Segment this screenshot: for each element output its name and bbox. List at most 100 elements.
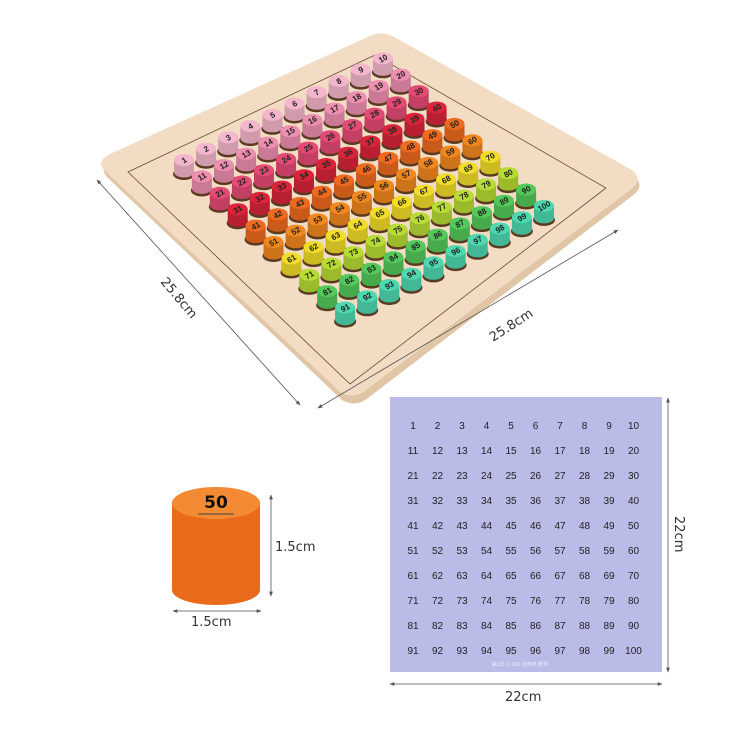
board-peg[interactable]: 78	[453, 189, 475, 216]
board-peg[interactable]: 26	[319, 130, 342, 157]
board-peg[interactable]: 1	[173, 154, 195, 180]
board-peg[interactable]: 3	[217, 131, 240, 158]
board-peg[interactable]: 72	[320, 257, 343, 284]
board-peg[interactable]: 92	[356, 290, 379, 317]
board-peg[interactable]: 30	[407, 85, 430, 112]
board-peg[interactable]: 5	[261, 108, 284, 135]
board-peg[interactable]: 97	[466, 233, 489, 260]
board-peg[interactable]: 7	[305, 86, 328, 113]
board-peg[interactable]: 25	[297, 141, 320, 168]
board-peg[interactable]: 57	[395, 168, 418, 195]
board-peg[interactable]: 79	[475, 178, 498, 205]
board-peg[interactable]: 33	[270, 180, 293, 207]
board-peg[interactable]: 84	[382, 251, 405, 278]
board-peg[interactable]: 60	[461, 134, 484, 161]
board-peg[interactable]: 18	[345, 91, 368, 118]
board-peg[interactable]: 17	[323, 102, 346, 129]
board-peg[interactable]: 69	[457, 162, 480, 188]
board-peg[interactable]: 20	[389, 68, 412, 95]
board-peg[interactable]: 83	[360, 262, 383, 289]
board-peg[interactable]: 13	[235, 147, 258, 174]
board-peg[interactable]: 4	[239, 120, 262, 147]
board-peg[interactable]: 100	[533, 199, 555, 226]
board-peg[interactable]: 71	[298, 268, 321, 295]
board-peg[interactable]: 38	[381, 124, 404, 151]
board-peg[interactable]: 43	[288, 197, 311, 223]
board-peg[interactable]: 49	[421, 129, 444, 156]
board-peg[interactable]: 93	[378, 279, 401, 305]
board-peg[interactable]: 70	[479, 150, 502, 177]
board-peg[interactable]: 75	[386, 223, 409, 250]
board-peg[interactable]: 82	[338, 273, 361, 300]
board-peg[interactable]: 2	[195, 142, 218, 169]
board-peg[interactable]: 50	[443, 117, 466, 144]
board-peg[interactable]: 32	[248, 191, 271, 218]
board-peg[interactable]: 76	[408, 212, 431, 239]
board-peg[interactable]: 12	[213, 159, 235, 186]
board-peg[interactable]: 80	[497, 167, 520, 194]
board-peg[interactable]: 51	[262, 236, 285, 262]
board-peg[interactable]: 89	[493, 194, 515, 221]
board-peg[interactable]: 61	[280, 252, 303, 279]
board-peg[interactable]: 99	[510, 211, 533, 238]
board-peg[interactable]: 62	[302, 241, 325, 268]
board-peg[interactable]: 6	[283, 97, 306, 124]
board-peg[interactable]: 73	[342, 246, 365, 273]
board-peg[interactable]: 8	[327, 74, 350, 101]
board-peg[interactable]: 94	[400, 267, 423, 294]
board-peg[interactable]: 90	[515, 183, 538, 210]
board-peg[interactable]: 88	[470, 206, 493, 233]
board-peg[interactable]: 81	[316, 285, 339, 312]
board-peg[interactable]: 48	[399, 140, 422, 167]
board-peg[interactable]: 23	[253, 164, 275, 191]
board-peg[interactable]: 31	[226, 203, 249, 230]
board-peg[interactable]: 34	[293, 169, 315, 196]
board-peg[interactable]: 44	[310, 185, 333, 212]
board-peg[interactable]: 98	[488, 222, 511, 249]
board-peg[interactable]: 58	[417, 156, 440, 183]
board-peg[interactable]: 11	[190, 170, 213, 197]
board-peg[interactable]: 42	[266, 208, 289, 235]
board-peg[interactable]: 10	[371, 52, 394, 79]
board-peg[interactable]: 9	[349, 63, 372, 90]
board-peg[interactable]: 91	[334, 301, 357, 328]
board-peg[interactable]: 85	[404, 240, 427, 266]
board-peg[interactable]: 41	[244, 219, 267, 246]
board-peg[interactable]: 66	[390, 195, 413, 222]
board-peg[interactable]: 54	[328, 202, 351, 229]
board-peg[interactable]: 55	[350, 190, 373, 217]
board-peg[interactable]: 35	[315, 158, 338, 184]
board-peg[interactable]: 59	[439, 145, 462, 172]
board-peg[interactable]: 65	[368, 207, 391, 234]
board-peg[interactable]: 87	[448, 217, 471, 244]
board-peg[interactable]: 27	[341, 119, 364, 145]
board-peg[interactable]: 45	[333, 174, 355, 201]
board-peg[interactable]: 28	[363, 107, 386, 134]
board-peg[interactable]: 19	[367, 80, 390, 106]
board-peg[interactable]: 95	[422, 256, 445, 283]
board-peg[interactable]: 64	[346, 218, 369, 245]
board-peg[interactable]: 37	[359, 135, 382, 162]
board-peg[interactable]: 96	[444, 245, 467, 272]
board-peg[interactable]: 53	[306, 213, 329, 240]
board-peg[interactable]: 77	[430, 201, 453, 227]
board-peg[interactable]: 24	[275, 152, 298, 179]
board-peg[interactable]: 14	[257, 136, 280, 163]
board-peg[interactable]: 22	[230, 175, 253, 202]
board-peg[interactable]: 36	[337, 146, 360, 173]
board-peg[interactable]: 86	[426, 228, 449, 255]
board-peg[interactable]: 46	[355, 163, 378, 190]
board-peg[interactable]: 39	[403, 112, 426, 139]
board-peg[interactable]: 47	[377, 151, 400, 178]
board-peg[interactable]: 40	[425, 101, 448, 128]
board-peg[interactable]: 29	[385, 96, 408, 123]
board-peg[interactable]: 67	[413, 184, 435, 211]
board-peg[interactable]: 56	[373, 179, 395, 206]
board-peg[interactable]: 16	[301, 113, 324, 140]
board-peg[interactable]: 52	[284, 224, 307, 251]
board-peg[interactable]: 74	[364, 234, 387, 261]
board-peg[interactable]: 15	[279, 125, 302, 152]
board-peg[interactable]: 63	[324, 229, 347, 256]
board-peg[interactable]: 21	[208, 186, 231, 213]
board-peg[interactable]: 68	[435, 173, 458, 200]
